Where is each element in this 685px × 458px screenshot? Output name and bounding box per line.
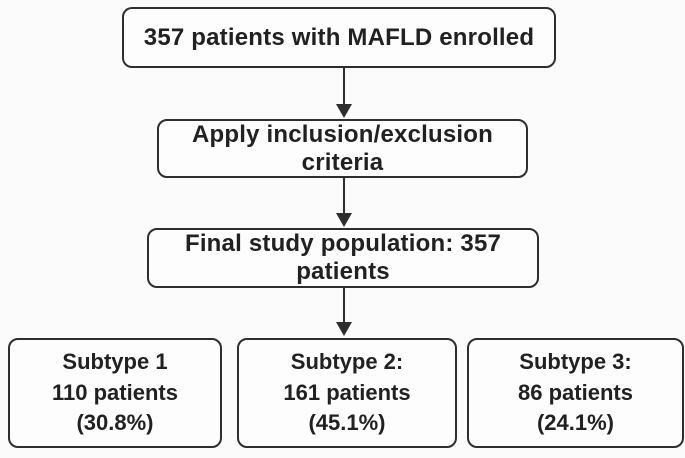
- arrow-line: [342, 288, 346, 322]
- arrow-head-icon: [336, 104, 352, 118]
- flow-box-enrolled: 357 patients with MAFLD enrolled: [122, 7, 556, 68]
- flow-box-subtype-2: Subtype 2: 161 patients (45.1%): [237, 338, 457, 448]
- subtype-2-patients: 161 patients: [283, 379, 411, 405]
- arrow-head-icon: [336, 213, 352, 227]
- subtype-2-title: Subtype 2:: [290, 348, 404, 374]
- flow-box-subtype-3: Subtype 3: 86 patients (24.1%): [467, 338, 684, 448]
- subtype-1-title: Subtype 1: [62, 348, 168, 374]
- arrow-line: [342, 178, 346, 213]
- flow-box-criteria: Apply inclusion/exclusion criteria: [157, 119, 528, 178]
- flow-box-final-population: Final study population: 357 patients: [147, 228, 539, 288]
- arrow-down-1: [336, 68, 352, 118]
- flow-box-enrolled-label: 357 patients with MAFLD enrolled: [143, 23, 535, 51]
- arrow-down-2: [336, 178, 352, 227]
- arrow-head-icon: [336, 322, 352, 336]
- flow-box-final-population-label: Final study population: 357 patients: [184, 230, 502, 285]
- arrow-line: [342, 68, 346, 104]
- flow-box-criteria-label: Apply inclusion/exclusion criteria: [191, 120, 494, 176]
- subtype-3-percent: (24.1%): [536, 410, 615, 436]
- flow-box-subtype-1: Subtype 1 110 patients (30.8%): [8, 338, 222, 448]
- subtype-2-percent: (45.1%): [308, 410, 386, 436]
- subtype-3-patients: 86 patients: [518, 379, 633, 405]
- subtype-3-title: Subtype 3:: [519, 348, 632, 374]
- arrow-down-3: [336, 288, 352, 336]
- subtype-1-percent: (30.8%): [76, 410, 154, 436]
- subtype-1-patients: 110 patients: [52, 379, 178, 405]
